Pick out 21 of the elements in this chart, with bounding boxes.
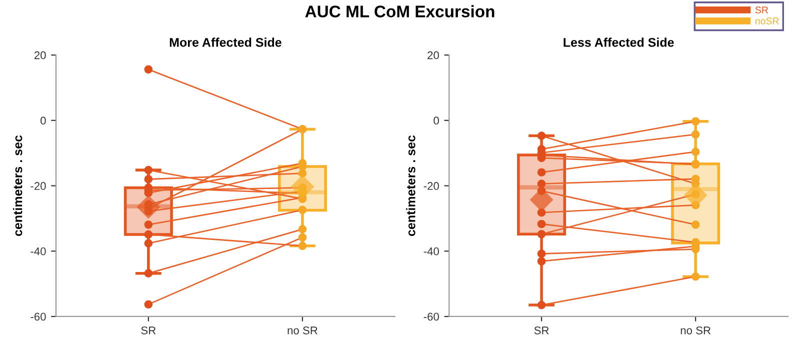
y-tick-label: -20	[424, 182, 439, 190]
y-axis-title: centimeters . sec	[13, 135, 22, 236]
y-tick-label: -20	[30, 182, 46, 190]
x-tick-label: SR	[141, 326, 156, 334]
y-tick-label: 0	[434, 116, 439, 125]
y-tick-label: -40	[424, 247, 439, 256]
y-tick-label: -60	[30, 312, 46, 321]
chart-title: AUC ML CoM Excursion	[305, 5, 494, 18]
x-tick-label: SR	[534, 326, 549, 334]
text: SR	[755, 6, 768, 14]
y-tick-label: 0	[40, 116, 46, 125]
chart-title: Less Affected Side	[564, 38, 674, 47]
y-tick-label: -40	[30, 247, 46, 256]
chart-subtitle: More Affected Side	[170, 38, 282, 47]
y-tick-label: -60	[424, 312, 439, 321]
x-tick-label: no SR	[680, 326, 710, 334]
y-tick-label: 20	[428, 51, 439, 60]
x-tick-label: no SR	[288, 326, 318, 334]
y-axis-title: centimeters . sec	[406, 135, 416, 236]
text: noSR	[756, 18, 779, 24]
y-tick-label: 20	[34, 51, 46, 60]
